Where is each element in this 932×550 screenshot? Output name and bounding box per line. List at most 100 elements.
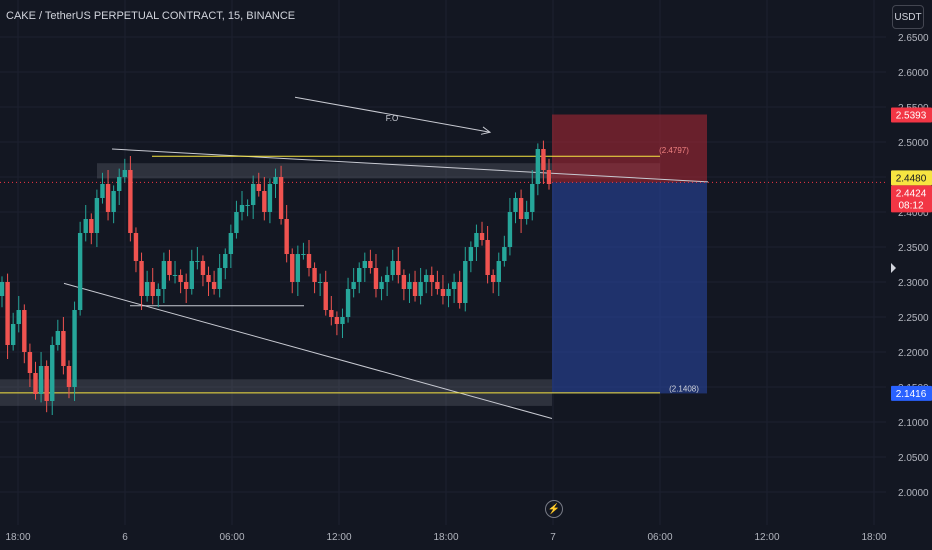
y-axis-tick-label: 2.2500 [898,313,929,324]
candle-body [234,212,239,233]
y-axis-tick-label: 2.3000 [898,278,929,289]
candle-body [100,184,105,198]
candle-body [211,282,217,289]
candle-body [407,282,412,289]
candle-body [77,233,83,310]
candle-body [435,282,440,289]
candle-body [55,331,61,345]
candle-body [295,254,301,282]
candle-body [133,233,139,261]
candle-body [189,261,194,289]
stop-level-label: (2.4797) [659,146,689,155]
candle-body [267,184,273,212]
x-axis-tick-label: 18:00 [861,532,886,543]
support-price-tag: 2.1416 [891,385,932,401]
candle-body [490,275,496,282]
candle-body [329,310,334,317]
arrow-head [480,126,492,135]
candle-body [418,282,423,296]
candle-body [27,352,33,373]
candle-body [384,275,390,282]
candle-body [228,233,234,254]
lightning-icon[interactable]: ⚡ [545,500,563,518]
candle-body [156,289,161,296]
chevron-right-icon[interactable] [891,263,896,273]
candle-body [513,198,518,212]
y-axis-tick-label: 2.0500 [898,453,929,464]
candle-body [312,268,317,282]
candle-body [306,254,312,268]
candle-body [412,282,418,296]
y-axis-tick-label: 2.5000 [898,138,929,149]
x-axis-tick-label: 18:00 [5,532,30,543]
candle-body [50,345,55,401]
candle-body [390,261,395,275]
resistance-price-tag-bg [891,170,932,186]
current-price-tag-text: 2.4424 [896,188,927,199]
candle-body [139,261,144,296]
candle-body [541,149,546,170]
candle-body [468,247,474,261]
x-axis-tick-label: 18:00 [433,532,458,543]
candle-body [429,275,434,282]
candle-body [317,282,323,283]
candle-body [144,282,150,296]
take-profit-zone [552,182,707,394]
target-level-label: (2.1408) [669,384,699,393]
candle-body [150,282,155,296]
x-axis-tick-label: 6 [122,532,128,543]
candle-body [61,331,66,366]
symbol-title: CAKE / TetherUS PERPETUAL CONTRACT, 15, … [6,10,296,22]
candle-body [83,219,88,233]
candle-body [424,275,429,282]
candle-body [546,170,552,184]
x-axis-tick-label: 12:00 [754,532,779,543]
y-axis-tick-label: 2.1000 [898,418,929,429]
resistance-price-tag-text: 2.4480 [896,173,927,184]
candle-body [301,254,306,255]
support-price-tag-bg [891,385,932,401]
candle-body [5,282,10,345]
arrow-line [294,96,491,133]
upper-trendline [111,148,709,183]
candle-body [172,275,178,276]
candle-body [345,289,351,317]
candle-body [507,212,513,247]
x-axis-tick-label: 06:00 [647,532,672,543]
candle-body [239,205,245,212]
x-axis-tick-label: 12:00 [326,532,351,543]
candle-body [105,184,111,212]
upper-price-tag: 2.5393 [891,107,932,123]
y-axis-tick-label: 2.0000 [898,488,929,499]
candle-body [206,275,211,282]
candle-body [362,261,368,268]
candle-body [530,184,535,212]
candle-body [396,261,401,275]
candle-body [183,282,189,289]
candle-body [10,324,16,345]
candle-body [502,247,507,261]
candle-body [94,198,100,233]
x-axis-tick-label: 7 [550,532,556,543]
candle-body [22,310,27,352]
current-price-tag-text: 08:12 [898,200,923,211]
candle-body [111,191,116,212]
candle-body [250,184,256,205]
candle-body [440,289,446,296]
candle-body [518,198,524,219]
candle-body [457,282,462,303]
candle-body [72,310,77,387]
y-axis-tick-label: 2.6500 [898,33,929,44]
candle-body [373,268,379,289]
resistance-zone [97,163,660,179]
currency-button[interactable]: USDT [892,5,924,29]
candle-body [496,261,501,282]
current-price-tag-bg [891,185,932,213]
candle-body [401,275,407,289]
candle-body [122,170,127,177]
candle-body [0,282,5,296]
y-axis-tick-label: 2.2000 [898,348,929,359]
candle-body [178,275,183,282]
